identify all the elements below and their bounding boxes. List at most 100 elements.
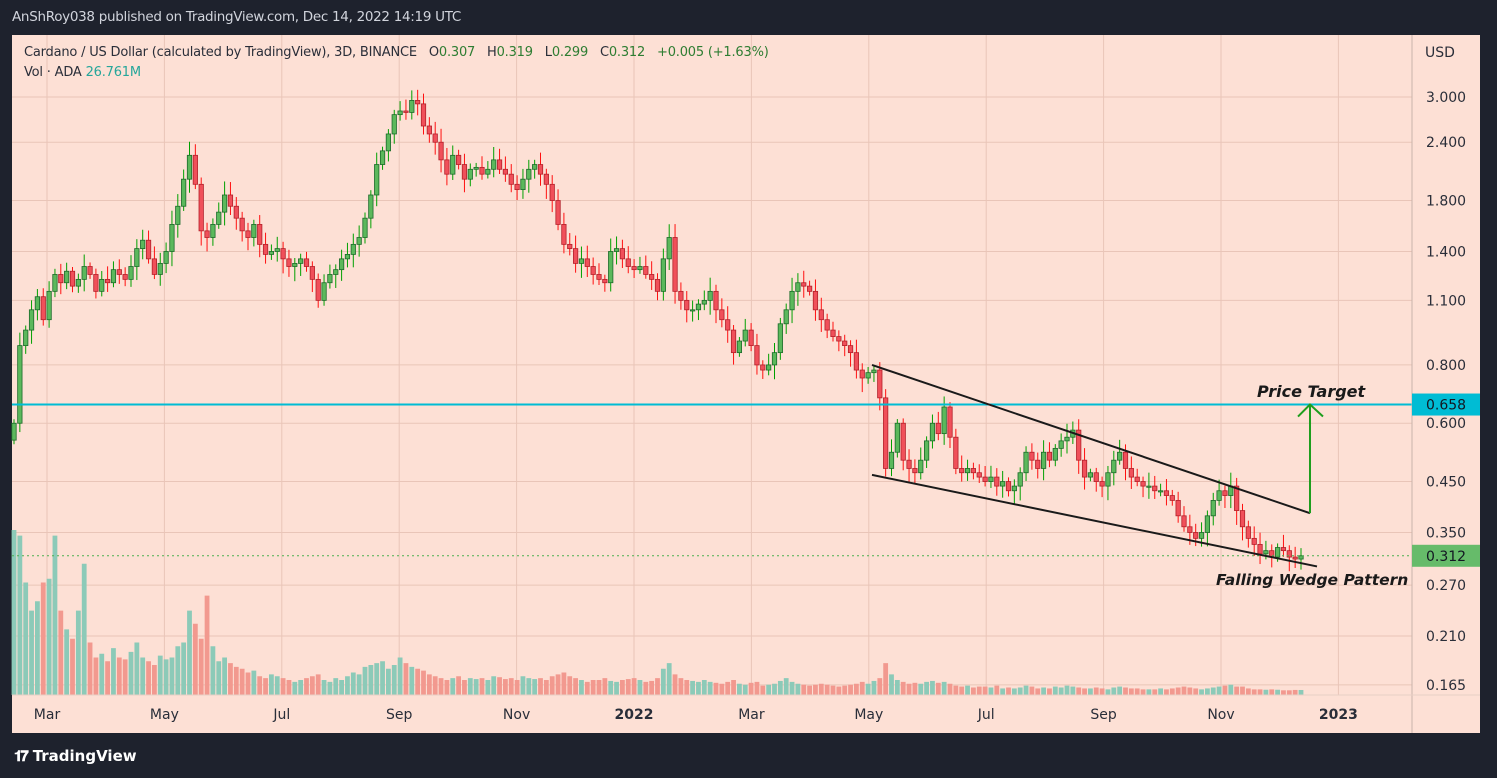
volume-bar — [23, 582, 29, 695]
volume-bar — [1257, 689, 1263, 695]
candle-body — [1198, 532, 1205, 539]
volume-bar — [930, 680, 935, 695]
candle-body — [654, 278, 661, 292]
volume-bar — [70, 638, 75, 695]
wedge-lower-trendline[interactable] — [871, 473, 1318, 568]
volume-bar — [274, 676, 280, 695]
volume-bar — [766, 684, 772, 695]
candle-body — [619, 248, 626, 260]
volume-bar — [233, 666, 239, 695]
volume-bar — [772, 683, 777, 695]
volume-bar — [1035, 688, 1041, 695]
candle-body — [1105, 472, 1111, 487]
candle-body — [52, 274, 58, 292]
volume-bar — [163, 659, 169, 695]
volume-bar — [631, 678, 637, 695]
candle-body — [58, 274, 64, 284]
candle-body — [368, 194, 374, 219]
candle-body — [409, 100, 415, 113]
candle-body — [23, 329, 29, 347]
candle-body — [532, 164, 538, 170]
volume-bar — [1099, 688, 1105, 695]
candle-body — [1000, 481, 1006, 487]
volume-bar — [625, 679, 631, 695]
volume-bar — [889, 674, 894, 695]
volume-bar — [1152, 689, 1158, 695]
volume-bar — [596, 680, 602, 695]
volume-bar — [1117, 686, 1123, 695]
volume-bar — [737, 683, 742, 695]
candle-body — [672, 237, 678, 292]
volume-bar — [567, 676, 573, 695]
candle-body — [783, 309, 789, 325]
candle-body — [660, 258, 666, 292]
candle-body — [596, 274, 602, 280]
volume-bar — [152, 665, 157, 695]
time-axis[interactable]: Mar May Jul Sep Nov 2022 Mar May Jul Sep Nov 2023 — [34, 707, 1358, 723]
candle-body — [1134, 476, 1140, 482]
candle-body — [666, 237, 672, 260]
price-tick-label: 0.270 — [1426, 578, 1466, 594]
volume-bar — [1169, 688, 1175, 695]
volume-bar — [116, 657, 122, 695]
candle-body — [356, 237, 362, 245]
volume-bar — [678, 678, 684, 695]
candle-body — [695, 303, 702, 311]
price-target-label: Price Target — [1257, 382, 1367, 401]
candle-body — [853, 352, 860, 371]
candle-body — [1087, 472, 1093, 478]
volume-bar — [906, 683, 912, 695]
currency-label: USD — [1425, 45, 1455, 61]
close-value: 0.312 — [608, 45, 646, 60]
candle-body — [1041, 451, 1047, 469]
candle-body — [584, 258, 590, 267]
volume-bar — [620, 680, 625, 695]
candle-body — [99, 278, 105, 292]
candle-body — [789, 290, 795, 311]
candle-body — [327, 274, 333, 284]
footer-brand[interactable]: 𝟏𝟕 TradingView — [14, 747, 137, 765]
volume-bar — [1222, 685, 1228, 695]
volume-bar — [64, 629, 70, 695]
volume-bar — [11, 530, 17, 695]
volume-bar — [1187, 687, 1193, 695]
candle-body — [1187, 526, 1193, 533]
candle-body — [1169, 495, 1175, 501]
candle-body — [555, 200, 561, 225]
candle-body — [976, 472, 982, 478]
volume-bar — [286, 680, 292, 695]
candle-body — [233, 205, 239, 219]
volume-bar — [1006, 687, 1011, 695]
target-arrow[interactable] — [1297, 403, 1324, 514]
candle-body — [1298, 555, 1304, 560]
volume-bar — [783, 678, 789, 695]
candle-body — [725, 319, 731, 331]
candle-body — [1064, 436, 1070, 442]
candle-body — [1005, 481, 1012, 492]
volume-bar — [216, 661, 222, 695]
volume-bar — [280, 678, 286, 695]
volume-bar — [386, 668, 391, 695]
price-axis[interactable]: 3.000 2.400 1.800 1.400 1.100 0.800 0.600 0.450… — [1426, 90, 1466, 694]
volume-bar — [368, 665, 374, 695]
candle-body — [303, 258, 310, 267]
brand-name: TradingView — [32, 747, 137, 765]
wedge-upper-trendline[interactable] — [871, 363, 1311, 515]
price-tick-label: 1.400 — [1426, 244, 1466, 260]
volume-bar — [1017, 687, 1023, 695]
candle-body — [549, 183, 555, 201]
volume-bar — [356, 674, 362, 695]
volume-bar — [854, 683, 859, 695]
volume-bar — [467, 678, 473, 695]
volume-bar — [40, 582, 46, 695]
candle-body — [988, 476, 994, 482]
candle-body — [959, 468, 965, 474]
volume-bar — [965, 685, 970, 695]
volume-bar — [380, 661, 385, 695]
volume-bar — [555, 674, 561, 695]
volume-bar — [134, 642, 140, 695]
time-tick-label: May — [854, 707, 883, 723]
volume-bar — [813, 684, 818, 695]
volume-bar — [17, 535, 23, 695]
